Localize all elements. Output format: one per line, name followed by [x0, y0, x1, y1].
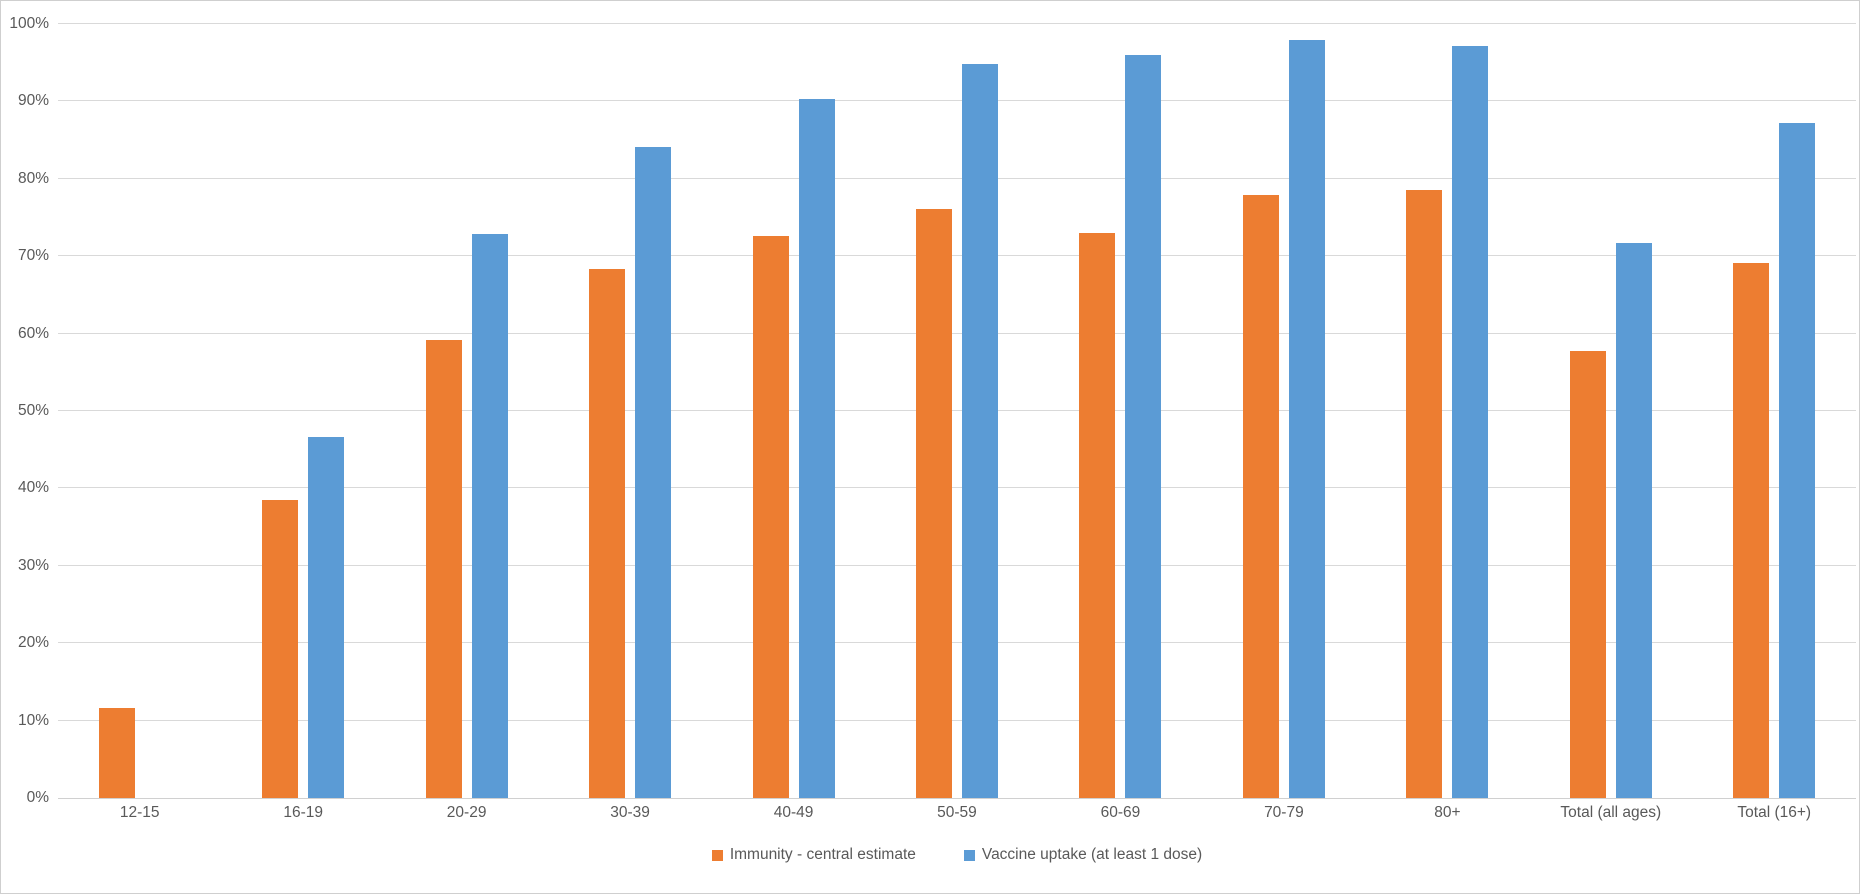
x-axis-tick-label: 70-79 — [1264, 804, 1304, 821]
y-axis-tick-label: 30% — [17, 556, 49, 574]
y-axis-tick-label: 40% — [17, 479, 49, 497]
x-axis-tick-label: 60-69 — [1100, 804, 1141, 821]
bar-vaccine-uptake-16-19 — [308, 437, 345, 798]
x-axis-tick-label: 50-59 — [937, 804, 977, 821]
bar-immunity-40-49 — [752, 236, 789, 798]
x-axis-tick-label: 20-29 — [446, 804, 487, 821]
legend-item-vaccine-uptake: Vaccine uptake (at least 1 dose) — [963, 846, 1203, 864]
y-axis-tick-label: 100% — [9, 15, 49, 32]
y-axis-tick-label: 80% — [17, 169, 49, 187]
gridline-20% — [58, 642, 1856, 644]
gridline-0% — [58, 798, 1856, 799]
gridline-90% — [58, 100, 1856, 102]
x-axis-tick-label: 30-39 — [610, 804, 650, 821]
gridline-80% — [58, 177, 1856, 179]
bar-vaccine-uptake-30-39 — [635, 147, 672, 798]
bar-vaccine-uptake-70-79 — [1288, 40, 1325, 798]
bar-immunity-50-59 — [916, 209, 952, 798]
legend-label-vaccine-uptake: Vaccine uptake (at least 1 dose) — [981, 846, 1203, 863]
bar-vaccine-uptake-80+ — [1452, 45, 1489, 798]
legend-label-immunity: Immunity - central estimate — [729, 846, 916, 863]
bar-immunity-60-69 — [1079, 232, 1116, 798]
x-axis-tick-label: Total (all ages) — [1560, 804, 1662, 821]
bar-vaccine-uptake-60-69 — [1125, 54, 1162, 798]
bar-immunity-12-15 — [98, 708, 135, 798]
x-axis-tick-label: Total (16+) — [1737, 804, 1812, 821]
y-axis-tick-label: 10% — [17, 711, 49, 729]
bar-immunity-30-39 — [589, 269, 626, 798]
bar-immunity-Total (16+) — [1733, 263, 1770, 798]
y-axis-tick-label: 20% — [17, 634, 49, 652]
gridline-40% — [58, 487, 1856, 489]
x-axis-tick-label: 40-49 — [773, 804, 814, 821]
bar-vaccine-uptake-Total (16+) — [1779, 123, 1816, 798]
bar-immunity-70-79 — [1242, 195, 1279, 798]
legend-item-immunity: Immunity - central estimate — [711, 846, 916, 864]
legend-swatch-vaccine-uptake-icon — [963, 849, 975, 861]
bar-immunity-80+ — [1406, 189, 1443, 798]
bar-vaccine-uptake-20-29 — [471, 233, 508, 798]
bar-vaccine-uptake-50-59 — [962, 64, 998, 798]
bar-vaccine-uptake-Total (all ages) — [1615, 243, 1652, 798]
bar-immunity-16-19 — [262, 500, 299, 798]
gridline-50% — [58, 410, 1856, 411]
bar-vaccine-uptake-40-49 — [798, 99, 835, 798]
legend: Immunity - central estimate Vaccine upta… — [58, 846, 1856, 864]
gridline-70% — [58, 255, 1856, 257]
x-axis-tick-label: 16-19 — [283, 804, 323, 821]
gridline-60% — [58, 332, 1856, 334]
y-axis-tick-label: 90% — [17, 92, 49, 110]
gridline-10% — [58, 719, 1856, 721]
y-axis-tick-label: 60% — [17, 324, 49, 342]
gridline-30% — [58, 564, 1856, 566]
bar-immunity-20-29 — [425, 339, 462, 798]
gridline-100% — [58, 23, 1856, 24]
bar-immunity-Total (all ages) — [1569, 351, 1606, 798]
y-axis-tick-label: 50% — [17, 402, 49, 419]
plot-area — [58, 23, 1856, 799]
y-axis-tick-label: 70% — [17, 247, 49, 265]
x-axis-tick-label: 80+ — [1434, 804, 1461, 821]
x-axis-tick-label: 12-15 — [119, 804, 160, 821]
y-axis-tick-label: 0% — [26, 789, 49, 806]
legend-swatch-immunity-icon — [711, 849, 723, 861]
